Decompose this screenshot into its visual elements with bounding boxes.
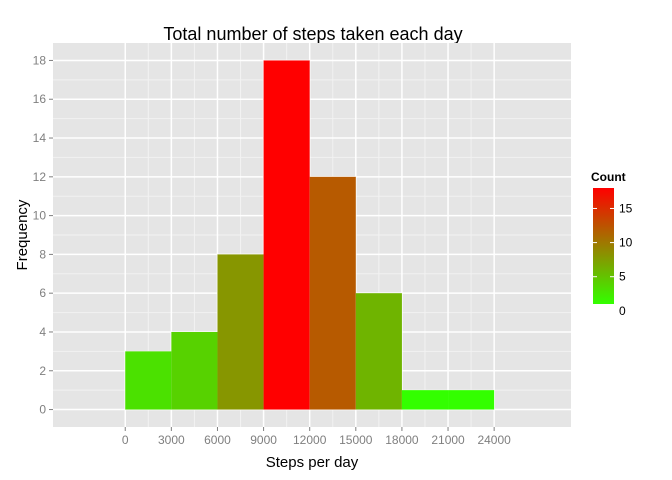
y-tick-label: 16 bbox=[33, 92, 47, 106]
histogram-bar-6 bbox=[355, 293, 402, 410]
y-axis-ticks: 0 2 4 6 8 10 12 14 16 18 bbox=[33, 53, 53, 417]
x-tick-label: 24000 bbox=[477, 433, 511, 447]
legend-ticks: 0 5 10 15 bbox=[593, 201, 633, 318]
y-tick-label: 6 bbox=[39, 286, 46, 300]
histogram-bar-8 bbox=[448, 390, 495, 410]
x-tick-label: 18000 bbox=[385, 433, 419, 447]
legend-tick-label: 5 bbox=[619, 270, 626, 284]
x-tick-label: 6000 bbox=[204, 433, 231, 447]
chart-title: Total number of steps taken each day bbox=[163, 24, 462, 44]
histogram-bars bbox=[125, 60, 495, 410]
legend-tick-label: 10 bbox=[619, 236, 633, 250]
x-tick-label: 12000 bbox=[293, 433, 327, 447]
y-tick-label: 0 bbox=[39, 403, 46, 417]
y-tick-label: 12 bbox=[33, 170, 47, 184]
y-tick-label: 8 bbox=[39, 247, 46, 261]
y-tick-label: 14 bbox=[33, 131, 47, 145]
histogram-bar-3 bbox=[217, 254, 264, 410]
y-tick-label: 4 bbox=[39, 325, 46, 339]
histogram-bar-1 bbox=[125, 351, 172, 410]
x-axis-ticks: 0 3000 6000 9000 12000 15000 18000 21000 24000 bbox=[122, 427, 511, 447]
x-tick-label: 9000 bbox=[250, 433, 277, 447]
x-tick-label: 0 bbox=[122, 433, 129, 447]
x-tick-label: 21000 bbox=[431, 433, 465, 447]
y-tick-label: 10 bbox=[33, 209, 47, 223]
x-tick-label: 15000 bbox=[339, 433, 373, 447]
y-axis-title: Frequency bbox=[14, 199, 31, 270]
legend-tick-label: 0 bbox=[619, 304, 626, 318]
x-tick-label: 3000 bbox=[158, 433, 185, 447]
legend-colorbar bbox=[593, 188, 614, 304]
histogram-bar-4 bbox=[263, 60, 310, 410]
legend: Count 0 5 10 15 bbox=[591, 170, 633, 318]
histogram-bar-5 bbox=[309, 176, 356, 410]
legend-title: Count bbox=[591, 170, 626, 184]
histogram-bar-2 bbox=[171, 331, 218, 410]
y-tick-label: 2 bbox=[39, 364, 46, 378]
histogram-bar-7 bbox=[401, 390, 449, 410]
y-tick-label: 18 bbox=[33, 53, 47, 67]
legend-tick-label: 15 bbox=[619, 201, 633, 215]
x-axis-title: Steps per day bbox=[266, 454, 359, 471]
